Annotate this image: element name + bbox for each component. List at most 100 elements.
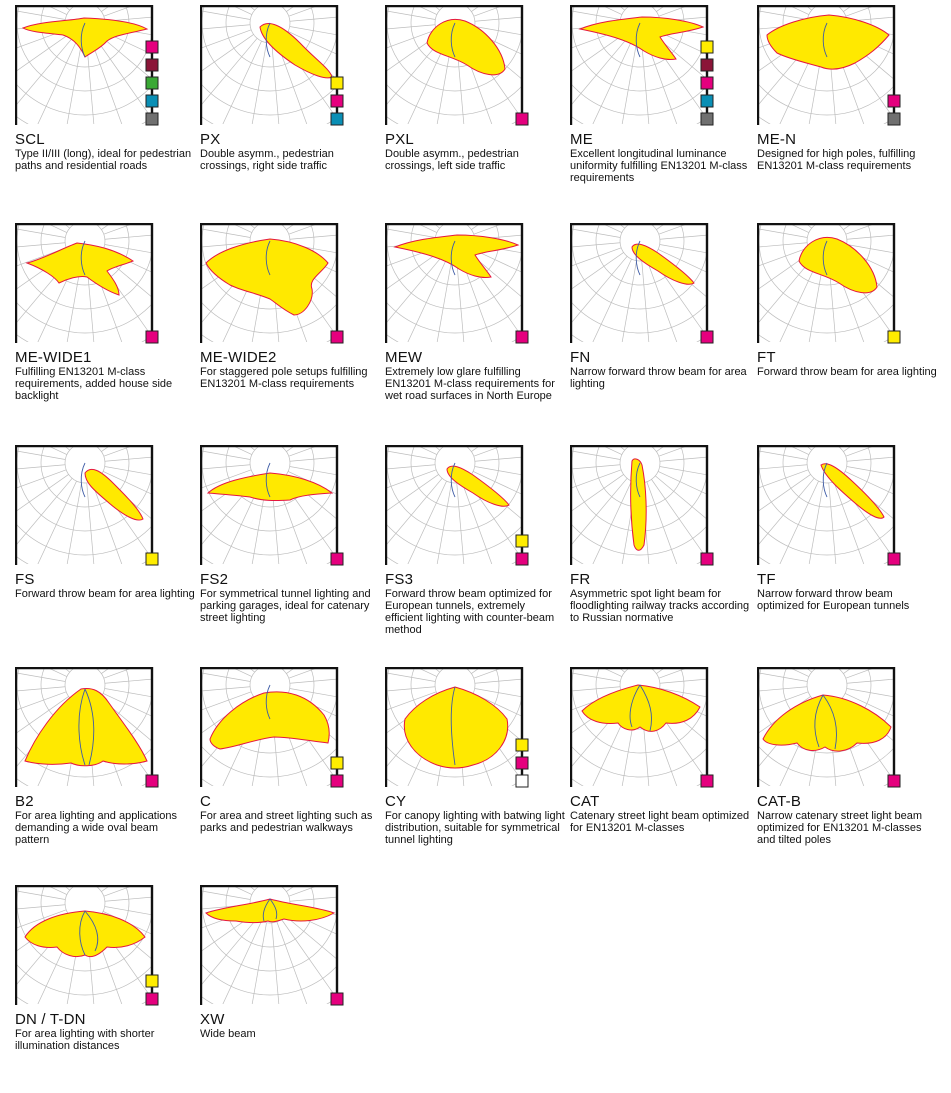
color-swatch xyxy=(887,552,901,566)
optic-description: Type II/III (long), ideal for pedestrian… xyxy=(15,148,192,172)
polar-diagram xyxy=(15,667,159,788)
optic-description: Asymmetric spot light beam for floodligh… xyxy=(570,588,750,624)
beam-pattern xyxy=(766,14,890,70)
optic-code: CAT xyxy=(570,793,600,810)
color-swatch xyxy=(700,330,714,344)
color-swatch xyxy=(330,76,344,90)
optic-card: DN / T-DN For area lighting with shorter … xyxy=(15,885,195,1093)
color-swatch xyxy=(515,756,529,770)
optic-description: Forward throw beam for area lighting xyxy=(15,588,195,600)
polar-diagram xyxy=(757,667,901,788)
beam-pattern xyxy=(578,16,705,60)
color-swatch xyxy=(515,330,529,344)
polar-diagram xyxy=(757,5,901,126)
optic-code: XW xyxy=(200,1011,225,1028)
optic-description: For area lighting and applications deman… xyxy=(15,810,178,846)
polar-diagram xyxy=(570,5,714,126)
optic-code: MEW xyxy=(385,349,423,366)
color-swatch xyxy=(330,756,344,770)
optic-card: C For area and street lighting such as pa… xyxy=(200,667,380,875)
optic-code: ME-WIDE2 xyxy=(200,349,277,366)
color-swatch xyxy=(700,40,714,54)
polar-diagram xyxy=(15,445,159,566)
color-swatch xyxy=(330,774,344,788)
polar-diagram xyxy=(757,223,901,344)
optic-card: PXL Double asymm., pedestrian crossings, … xyxy=(385,5,565,213)
beam-pattern xyxy=(798,237,878,294)
color-swatch xyxy=(145,330,159,344)
optic-card: CY For canopy lighting with batwing light… xyxy=(385,667,565,875)
color-swatch xyxy=(145,112,159,126)
optic-card: FN Narrow forward throw beam for area lig… xyxy=(570,223,750,431)
optic-code: B2 xyxy=(15,793,34,810)
beam-pattern xyxy=(206,472,334,502)
optic-code: CAT-B xyxy=(757,793,802,810)
beam-pattern xyxy=(630,458,647,551)
beam-pattern xyxy=(393,234,520,278)
optic-code: FS xyxy=(15,571,35,588)
color-swatch xyxy=(515,738,529,752)
polar-diagram xyxy=(385,667,529,788)
optic-card: ME-N Designed for high poles, fulfilling … xyxy=(757,5,937,213)
optic-description: Forward throw beam optimized for Europea… xyxy=(385,588,555,636)
color-swatch xyxy=(145,76,159,90)
beam-pattern xyxy=(84,468,144,521)
optic-code: SCL xyxy=(15,131,45,148)
optic-code: PXL xyxy=(385,131,414,148)
optic-description: Extremely low glare fulfilling EN13201 M… xyxy=(385,366,555,402)
optic-card: PX Double asymm., pedestrian crossings, r… xyxy=(200,5,380,213)
polar-diagram xyxy=(385,223,529,344)
color-swatch xyxy=(330,552,344,566)
color-swatch xyxy=(330,330,344,344)
beam-pattern xyxy=(209,691,330,750)
optic-card: FS2 For symmetrical tunnel lighting and p… xyxy=(200,445,380,653)
optic-card: FT Forward throw beam for area lighting xyxy=(757,223,937,431)
beam-pattern xyxy=(25,242,135,296)
optic-description: Narrow catenary street light beam optimi… xyxy=(757,810,923,846)
beam-pattern xyxy=(446,465,510,507)
color-swatch xyxy=(145,992,159,1006)
optic-description: Excellent longitudinal luminance uniform… xyxy=(570,148,748,184)
beam-pattern xyxy=(426,19,506,76)
optic-code: FS3 xyxy=(385,571,414,588)
polar-diagram xyxy=(200,445,344,566)
color-swatch xyxy=(887,94,901,108)
optic-code: FT xyxy=(757,349,776,366)
color-swatch xyxy=(700,774,714,788)
optic-code: ME-WIDE1 xyxy=(15,349,92,366)
optic-card: CAT-B Narrow catenary street light beam o… xyxy=(757,667,937,875)
color-swatch xyxy=(700,76,714,90)
beam-pattern xyxy=(820,463,885,519)
color-swatch xyxy=(887,774,901,788)
color-swatch xyxy=(700,58,714,72)
polar-diagram xyxy=(15,5,159,126)
color-swatch xyxy=(700,94,714,108)
polar-diagram xyxy=(570,445,714,566)
color-swatch xyxy=(330,112,344,126)
color-swatch xyxy=(145,552,159,566)
polar-diagram xyxy=(385,445,529,566)
optic-description: Wide beam xyxy=(200,1028,256,1040)
color-swatch xyxy=(887,112,901,126)
optic-card: TF Narrow forward throw beam optimized fo… xyxy=(757,445,937,653)
color-swatch xyxy=(145,974,159,988)
polar-diagram xyxy=(15,885,159,1006)
color-swatch xyxy=(330,94,344,108)
optic-description: Double asymm., pedestrian crossings, rig… xyxy=(200,148,334,172)
color-swatch xyxy=(145,774,159,788)
optic-code: TF xyxy=(757,571,776,588)
optic-code: ME xyxy=(570,131,593,148)
polar-diagram xyxy=(570,667,714,788)
color-swatch xyxy=(145,94,159,108)
optic-card: B2 For area lighting and applications dem… xyxy=(15,667,195,875)
optic-description: Narrow forward throw beam optimized for … xyxy=(757,588,910,612)
optic-description: Catenary street light beam optimized for… xyxy=(570,810,750,834)
optic-code: FS2 xyxy=(200,571,229,588)
optic-card: FS3 Forward throw beam optimized for Euro… xyxy=(385,445,565,653)
color-swatch xyxy=(700,552,714,566)
beam-pattern xyxy=(24,910,146,958)
beam-pattern xyxy=(631,243,695,285)
beam-pattern xyxy=(205,898,336,923)
optic-card: ME-WIDE2 For staggered pole setups fulfil… xyxy=(200,223,380,431)
optic-card: CAT Catenary street light beam optimized … xyxy=(570,667,750,875)
